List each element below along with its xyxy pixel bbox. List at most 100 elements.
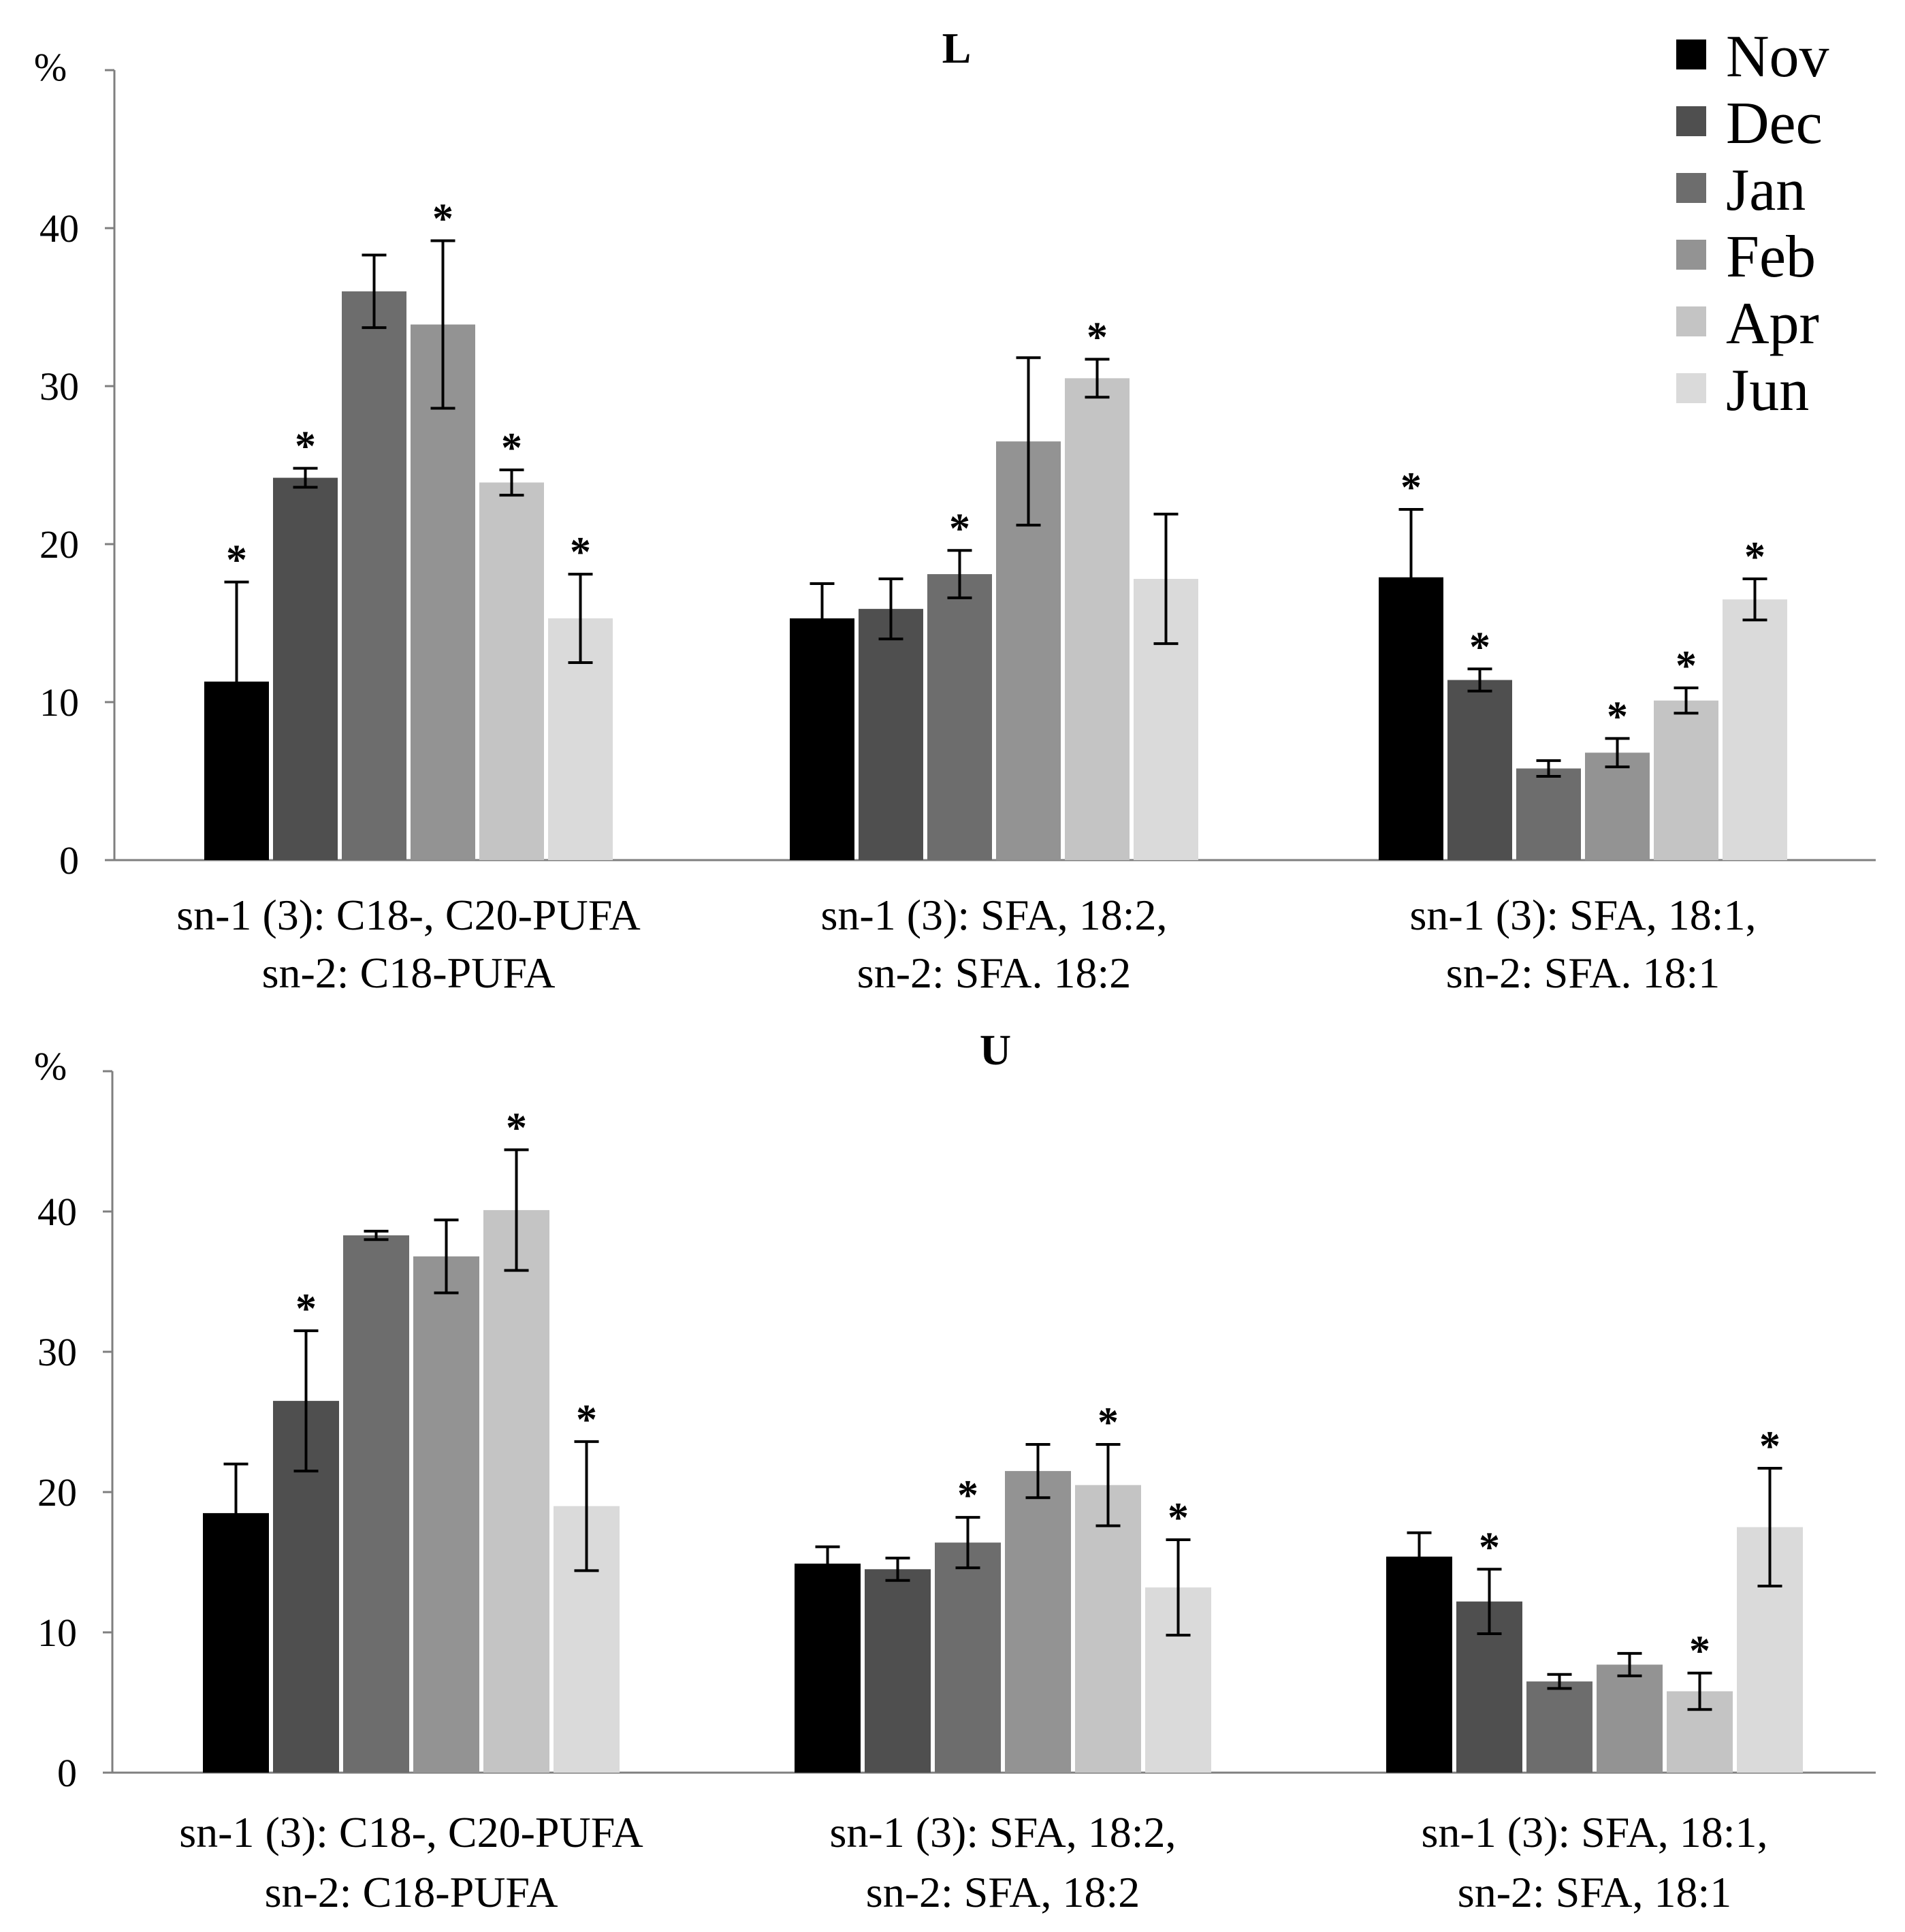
category-label: sn-2: SFA, 18:2 bbox=[866, 1868, 1140, 1916]
significance-marker: * bbox=[226, 537, 247, 584]
bar-feb-group-1 bbox=[411, 324, 475, 860]
error-bar bbox=[574, 1440, 599, 1572]
error-bar bbox=[1674, 686, 1699, 715]
legend-label-jun: Jun bbox=[1726, 358, 1809, 424]
legend-label-dec: Dec bbox=[1726, 91, 1823, 157]
error-bar bbox=[1742, 577, 1767, 622]
error-bar bbox=[1166, 1538, 1191, 1637]
bar-feb-group-3 bbox=[1585, 753, 1650, 860]
bar-apr-group-1 bbox=[483, 1209, 549, 1773]
significance-marker: * bbox=[1098, 1399, 1119, 1446]
error-bar bbox=[810, 582, 835, 655]
y-tick-label: 40 bbox=[37, 1190, 77, 1234]
error-bar bbox=[293, 1329, 319, 1473]
bar-apr-group-2 bbox=[1065, 378, 1130, 860]
significance-marker: * bbox=[570, 529, 591, 575]
error-bar bbox=[955, 1516, 980, 1570]
error-bar bbox=[434, 1218, 459, 1295]
y-tick-label: 0 bbox=[59, 838, 79, 883]
significance-marker: * bbox=[506, 1105, 527, 1151]
bar-apr-group-3 bbox=[1654, 700, 1718, 860]
bar-nov-group-3 bbox=[1386, 1556, 1452, 1773]
category-label: sn-2: C18-PUFA bbox=[265, 1868, 558, 1916]
bar-dec-group-2 bbox=[865, 1569, 931, 1773]
significance-marker: * bbox=[576, 1397, 597, 1443]
y-tick-label: 30 bbox=[37, 1330, 77, 1374]
legend-label-apr: Apr bbox=[1726, 291, 1819, 357]
error-bar bbox=[1477, 1568, 1502, 1636]
category-label: sn-2: SFA, 18:1 bbox=[1458, 1868, 1731, 1916]
bar-jan-group-2 bbox=[935, 1542, 1001, 1773]
significance-marker: * bbox=[1759, 1423, 1780, 1470]
significance-marker: * bbox=[1676, 643, 1697, 689]
significance-marker: * bbox=[1479, 1524, 1500, 1570]
error-bar bbox=[1687, 1671, 1712, 1711]
bar-nov-group-2 bbox=[795, 1564, 861, 1773]
error-bar bbox=[1407, 1531, 1432, 1582]
bar-feb-group-2 bbox=[1005, 1471, 1071, 1773]
error-bar bbox=[1617, 1651, 1642, 1677]
error-bar bbox=[947, 549, 972, 599]
error-bar bbox=[1547, 1673, 1572, 1690]
y-tick-label: 30 bbox=[39, 364, 79, 409]
bar-jan-group-3 bbox=[1526, 1681, 1592, 1773]
bar-jan-group-1 bbox=[342, 291, 406, 860]
y-axis-unit-label: % bbox=[34, 45, 67, 89]
significance-marker: * bbox=[1607, 693, 1628, 740]
significance-marker: * bbox=[949, 505, 970, 552]
chart-title: L bbox=[942, 24, 972, 72]
significance-marker: * bbox=[432, 196, 453, 242]
category-label: sn-2: SFA. 18:2 bbox=[857, 949, 1131, 997]
error-bar bbox=[1467, 667, 1492, 693]
panel-U: 0 10 20 30 40% U * * * sn-1 (3): C18-, C20-PUFA sn… bbox=[34, 1026, 1876, 1916]
error-bar bbox=[499, 468, 524, 497]
significance-marker: * bbox=[957, 1472, 978, 1519]
error-bar bbox=[1605, 737, 1630, 769]
bar-apr-group-2 bbox=[1075, 1485, 1141, 1773]
category-label: sn-1 (3): SFA, 18:2, bbox=[829, 1808, 1176, 1856]
error-bar bbox=[1536, 759, 1561, 778]
legend-swatch-nov bbox=[1676, 39, 1706, 69]
error-bar bbox=[568, 573, 593, 664]
bar-dec-group-1 bbox=[273, 477, 338, 860]
bar-jan-group-3 bbox=[1516, 768, 1581, 860]
bar-apr-group-1 bbox=[479, 482, 544, 860]
error-bar bbox=[1085, 358, 1110, 399]
legend-swatch-feb bbox=[1676, 240, 1706, 270]
y-tick-label: 10 bbox=[37, 1611, 77, 1655]
error-bar bbox=[430, 239, 455, 410]
chart-title: U bbox=[980, 1026, 1011, 1074]
category-label: sn-1 (3): SFA, 18:2, bbox=[820, 891, 1167, 939]
category-label: sn-1 (3): C18-, C20-PUFA bbox=[176, 891, 641, 939]
category-label: sn-2: SFA. 18:1 bbox=[1446, 949, 1720, 997]
significance-marker: * bbox=[295, 1286, 317, 1332]
y-tick-label: 10 bbox=[39, 680, 79, 725]
legend-label-feb: Feb bbox=[1726, 224, 1816, 290]
error-bar bbox=[1757, 1466, 1782, 1588]
error-bar bbox=[1016, 356, 1041, 527]
error-bar bbox=[504, 1148, 529, 1272]
legend-swatch-apr bbox=[1676, 306, 1706, 336]
y-tick-label: 40 bbox=[39, 206, 79, 251]
legend-label-nov: Nov bbox=[1726, 24, 1829, 90]
bar-nov-group-2 bbox=[790, 618, 854, 860]
bar-feb-group-3 bbox=[1597, 1664, 1663, 1773]
error-bar bbox=[1398, 507, 1424, 647]
error-bar bbox=[223, 1462, 249, 1564]
significance-marker: * bbox=[1744, 534, 1765, 580]
bar-jun-group-3 bbox=[1723, 599, 1787, 860]
significance-marker: * bbox=[1469, 624, 1490, 670]
bar-jan-group-2 bbox=[927, 574, 992, 860]
bar-dec-group-2 bbox=[859, 609, 923, 860]
error-bar bbox=[1153, 512, 1179, 646]
error-bar bbox=[878, 577, 903, 641]
panel-L: 0 10 20 30 40% L * * * * * sn-1 (3): C18-, C20-PUFA… bbox=[34, 24, 1876, 997]
category-label: sn-1 (3): C18-, C20-PUFA bbox=[179, 1808, 643, 1856]
significance-marker: * bbox=[1087, 315, 1108, 361]
category-label: sn-1 (3): SFA, 18:1, bbox=[1409, 891, 1756, 939]
error-bar bbox=[885, 1556, 910, 1582]
legend-swatch-dec bbox=[1676, 106, 1706, 136]
y-axis-unit-label: % bbox=[34, 1044, 67, 1088]
